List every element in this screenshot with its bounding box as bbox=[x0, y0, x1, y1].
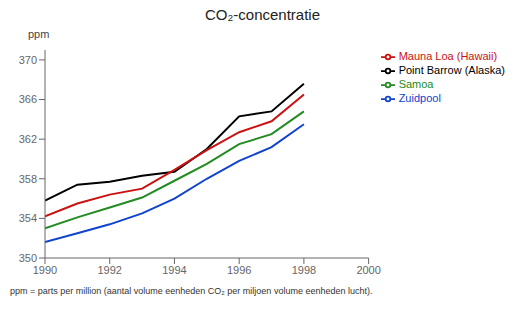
svg-text:354: 354 bbox=[19, 212, 37, 224]
svg-text:1990: 1990 bbox=[33, 264, 57, 276]
svg-text:370: 370 bbox=[19, 54, 37, 66]
html-text:ppm: ppm bbox=[28, 28, 50, 40]
svg-text:1994: 1994 bbox=[162, 264, 186, 276]
svg-text:366: 366 bbox=[19, 93, 37, 105]
svg-text:2000: 2000 bbox=[356, 264, 380, 276]
svg-text:1998: 1998 bbox=[292, 264, 316, 276]
svg-text:358: 358 bbox=[19, 173, 37, 185]
svg-text:350: 350 bbox=[19, 252, 37, 264]
svg-text:1992: 1992 bbox=[97, 264, 121, 276]
html-text:Point Barrow (Alaska): Point Barrow (Alaska) bbox=[398, 64, 505, 77]
html-text:Samoa: Samoa bbox=[398, 78, 434, 91]
html-text:Mauna Loa (Hawaii): Mauna Loa (Hawaii) bbox=[398, 50, 498, 62]
html-text:Zuidpool: Zuidpool bbox=[398, 92, 441, 105]
svg-text:1996: 1996 bbox=[227, 264, 251, 276]
svg-text:362: 362 bbox=[19, 133, 37, 145]
html-text:CO₂-concentratie: CO₂-concentratie bbox=[205, 6, 320, 23]
html-text:ppm = parts per million (aanta: ppm = parts per million (aantal volume e… bbox=[10, 286, 373, 296]
